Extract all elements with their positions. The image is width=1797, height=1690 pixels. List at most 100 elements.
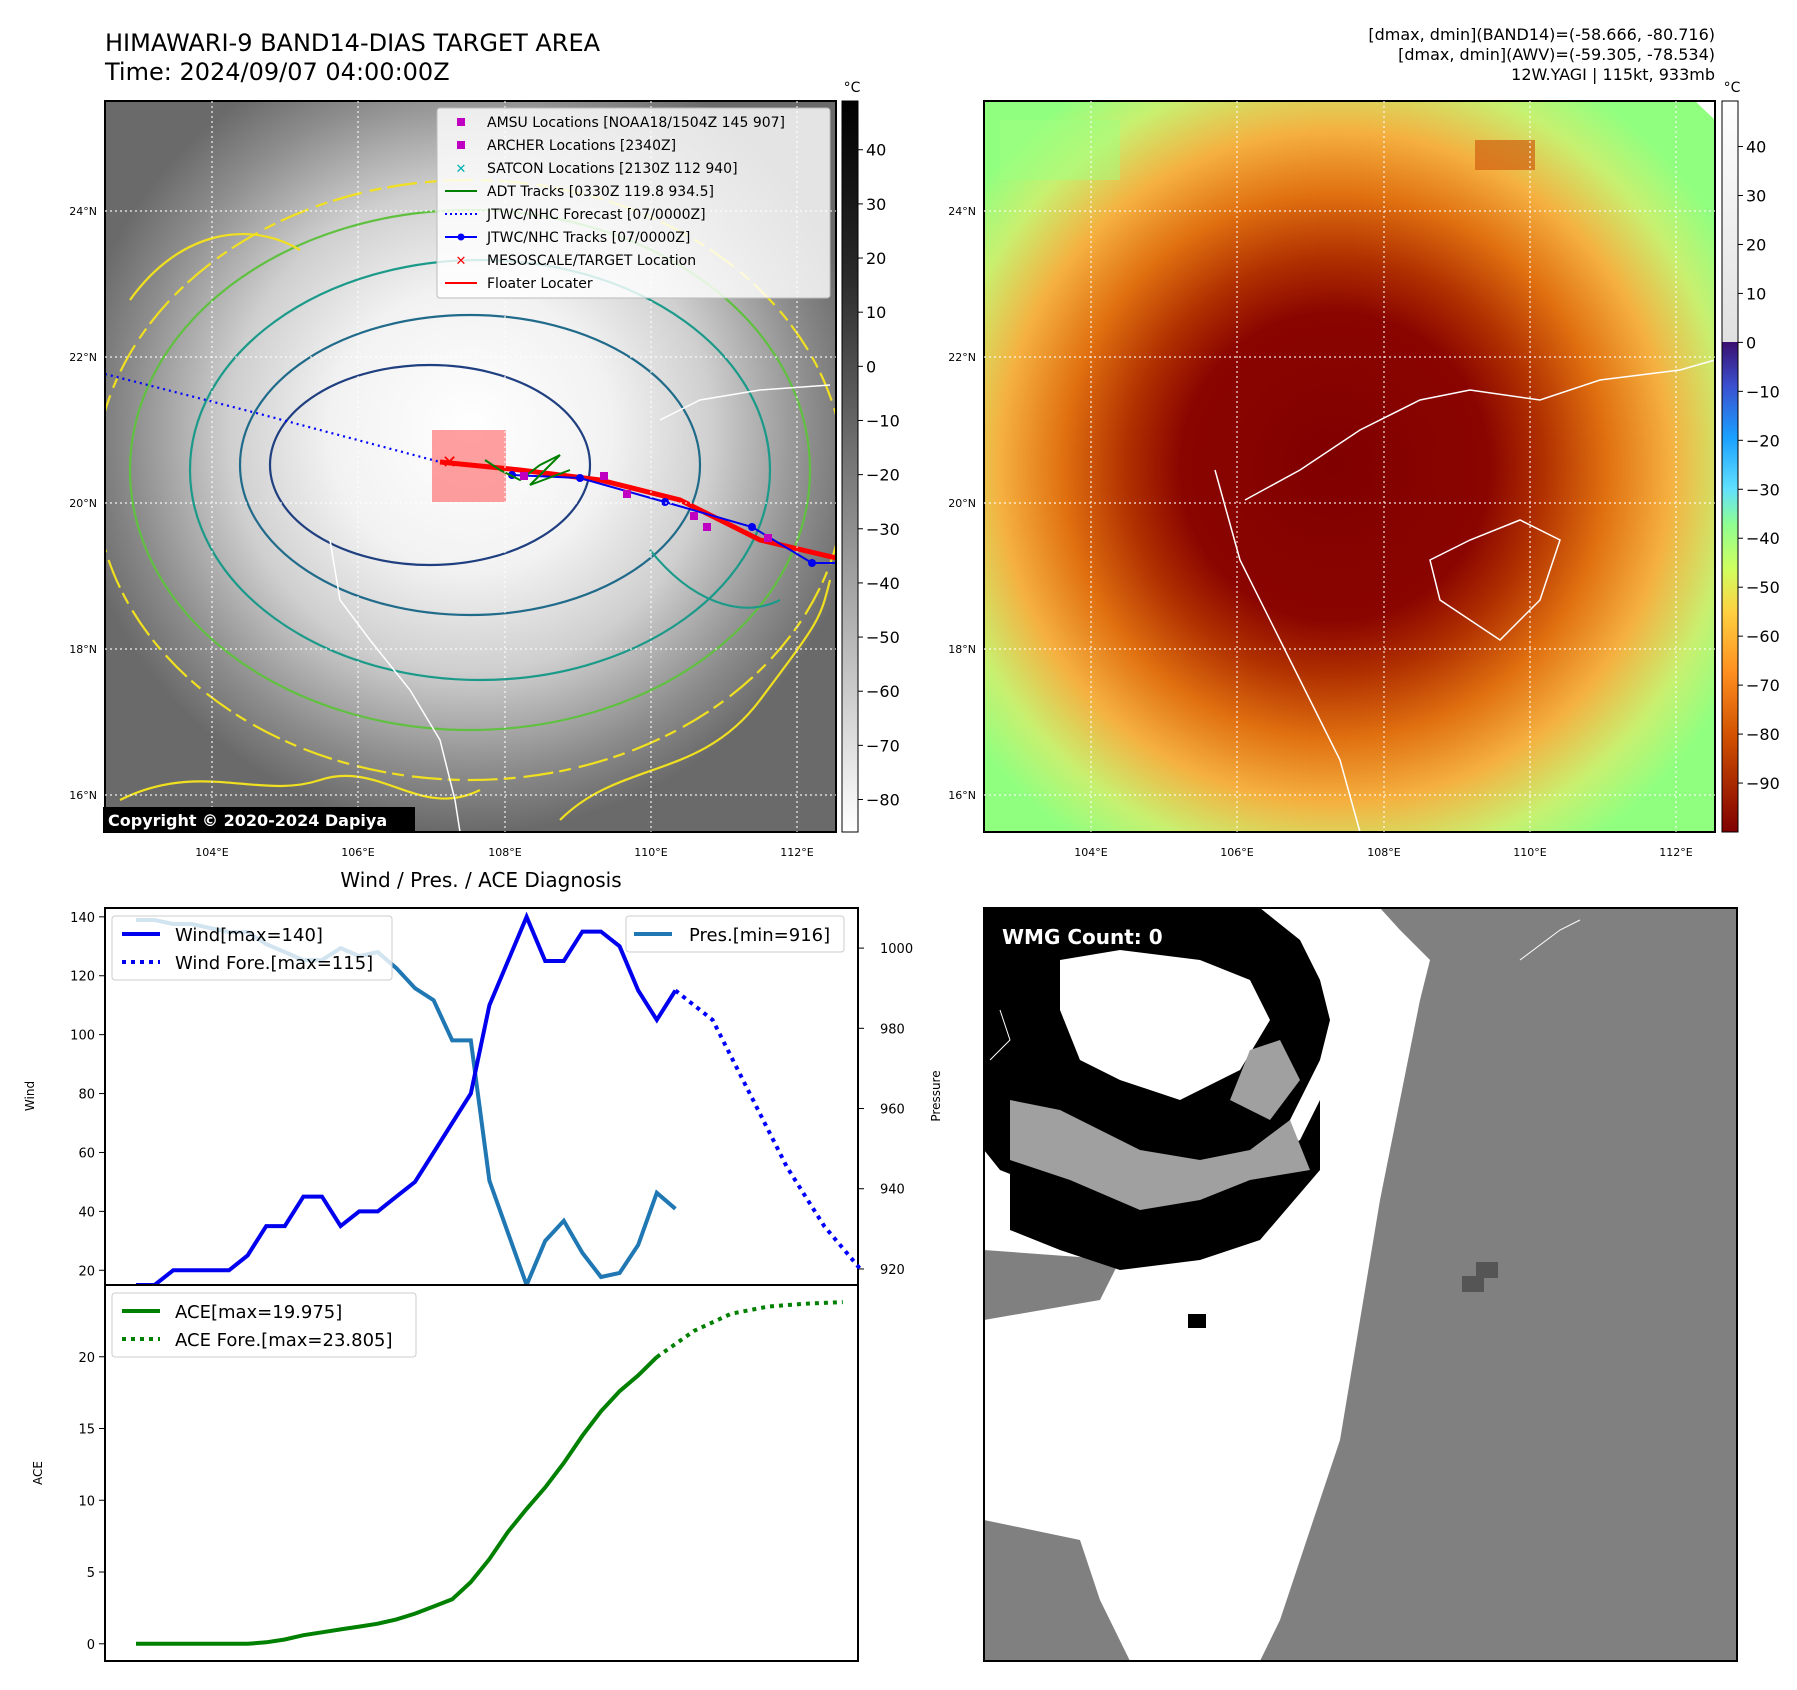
ace-forecast-line [655, 1300, 843, 1359]
awv-lon-ticks: 104°E 106°E 108°E 110°E 112°E [1074, 846, 1692, 859]
wmg-frame [983, 907, 1738, 1662]
awv-stats: [dmax, dmin](AWV)=(-59.305, -78.534) [1398, 45, 1715, 64]
ir-map-panel: ✕ 24°N 22°N 20°N 18°N 16°N 104°E 106°E 108°E 11… [69, 100, 837, 859]
colorbar-tick-label: 30 [1746, 186, 1766, 205]
colorbar-tick-label: −80 [866, 791, 900, 810]
wmg-light-region [1010, 1100, 1310, 1210]
ir-lon-ticks: 104°E 106°E 108°E 110°E 112°E [195, 846, 813, 859]
colorbar-tick-label: 40 [866, 141, 886, 160]
legend-label: AMSU Locations [NOAA18/1504Z 145 907] [487, 115, 785, 131]
lat-tick-label: 20°N [948, 497, 976, 510]
lon-tick-label: 104°E [195, 846, 228, 859]
legend-label: ADT Tracks [0330Z 119.8 934.5] [487, 184, 714, 200]
colorbar-tick-label: 10 [1746, 284, 1766, 303]
pressure-legend-label: Pres.[min=916] [689, 925, 830, 946]
ace-y-ticks: 0 5 10 15 20 [78, 1351, 105, 1653]
colorbar-tick-label: 0 [1746, 333, 1756, 352]
lat-tick-label: 20°N [69, 497, 97, 510]
colorbar-tick-label: 40 [1746, 138, 1766, 157]
wind-axis-label: Wind [23, 1081, 37, 1111]
pressure-legend: Pres.[min=916] [625, 915, 845, 953]
y-tick-label: 60 [78, 1146, 95, 1161]
ir-legend: AMSU Locations [NOAA18/1504Z 145 907] ARC… [436, 107, 831, 299]
copyright-text: Copyright © 2020-2024 Dapiya [108, 811, 387, 830]
lat-tick-label: 18°N [948, 643, 976, 656]
y-tick-label: 15 [78, 1423, 95, 1438]
wmg-count-label: WMG Count: 0 [1002, 925, 1163, 949]
pressure-axis-label: Pressure [929, 1070, 943, 1121]
colorbar-tick-label: −50 [866, 628, 900, 647]
ace-legend: ACE[max=19.975] ACE Fore.[max=23.805] [111, 1292, 417, 1358]
lon-tick-label: 110°E [634, 846, 667, 859]
colorbar-tick-label: −10 [866, 411, 900, 430]
lat-tick-label: 16°N [948, 789, 976, 802]
colorbar-tick-label: −50 [1746, 578, 1780, 597]
ace-axis-label: ACE [31, 1461, 45, 1485]
y-tick-label: 120 [70, 970, 95, 985]
colorbar-tick-label: −30 [866, 520, 900, 539]
lat-tick-label: 22°N [948, 351, 976, 364]
amsu-markers [520, 472, 772, 542]
colorbar-tick-label: −70 [866, 736, 900, 755]
y-tick-label: 0 [87, 1638, 95, 1653]
wind-legend: Wind[max=140] Wind Fore.[max=115] [111, 915, 393, 981]
lon-tick-label: 108°E [1367, 846, 1400, 859]
x-marker-icon: ✕ [456, 254, 467, 269]
diagnosis-title: Wind / Pres. / ACE Diagnosis [340, 868, 621, 892]
legend-label: ARCHER Locations [2340Z] [487, 138, 676, 154]
lon-tick-label: 112°E [780, 846, 813, 859]
y-tick-label: 20 [78, 1264, 95, 1279]
y2-tick-label: 920 [880, 1263, 905, 1278]
lat-tick-label: 16°N [69, 789, 97, 802]
y2-tick-label: 940 [880, 1183, 905, 1198]
colorbar-tick-label: −20 [1746, 431, 1780, 450]
lon-tick-label: 110°E [1513, 846, 1546, 859]
wind-pressure-chart: 20 40 60 80 100 120 140 920 940 960 980 1000 Wind … [23, 907, 943, 1291]
x-marker-icon: ✕ [456, 162, 467, 177]
colorbar-tick-label: −60 [1746, 627, 1780, 646]
wind-legend-label: Wind[max=140] [175, 925, 323, 946]
ir-lat-ticks: 24°N 22°N 20°N 18°N 16°N [69, 205, 97, 802]
wind-forecast-line [674, 988, 863, 1272]
colorbar-tick-label: −70 [1746, 676, 1780, 695]
storm-info: 12W.YAGI | 115kt, 933mb [1511, 65, 1715, 84]
colorbar-tick-label: 30 [866, 195, 886, 214]
ir-colorbar: °C 40 30 20 10 0 −10 −20 −30 −40 −50 −60 −70 −80 [841, 80, 900, 833]
adt-track [484, 454, 571, 486]
colorbar-tick-label: −10 [1746, 382, 1780, 401]
ace-series [136, 1300, 843, 1646]
line-dot-marker [457, 233, 465, 241]
ir-coastline [329, 539, 461, 832]
ace-line [136, 1355, 659, 1646]
colorbar-tick-label: −40 [1746, 529, 1780, 548]
y-tick-label: 140 [70, 911, 95, 926]
colorbar-tick-label: −40 [866, 574, 900, 593]
y-tick-label: 80 [78, 1088, 95, 1103]
floater-track [439, 459, 836, 561]
ace-legend-label: ACE[max=19.975] [175, 1302, 342, 1323]
lon-tick-label: 104°E [1074, 846, 1107, 859]
colorbar-tick-label: −20 [866, 466, 900, 485]
lon-tick-label: 108°E [488, 846, 521, 859]
colorbar-tick-label: −80 [1746, 725, 1780, 744]
awv-colorbar: °C 40 30 20 10 0 −10 −20 −30 −40 −50 −60 −70 −80 −90 [1721, 80, 1780, 833]
colorbar-tick-label: 0 [866, 357, 876, 376]
y-tick-label: 100 [70, 1029, 95, 1044]
awv-frame [983, 100, 1716, 833]
colorbar-tick-label: −30 [1746, 480, 1780, 499]
figure-time: Time: 2024/09/07 04:00:00Z [104, 58, 450, 86]
awv-gridlines [984, 101, 1715, 832]
lat-tick-label: 18°N [69, 643, 97, 656]
y2-tick-label: 960 [880, 1103, 905, 1118]
target-marker: ✕ [442, 452, 457, 473]
lat-tick-label: 24°N [948, 205, 976, 218]
wind-forecast-legend-label: Wind Fore.[max=115] [175, 953, 373, 974]
lat-tick-label: 22°N [69, 351, 97, 364]
awv-coastline [1214, 469, 1361, 832]
y2-tick-label: 980 [880, 1022, 905, 1037]
band14-stats: [dmax, dmin](BAND14)=(-58.666, -80.716) [1368, 25, 1715, 44]
y-tick-label: 40 [78, 1205, 95, 1220]
y-tick-label: 5 [87, 1566, 95, 1581]
legend-label: JTWC/NHC Tracks [07/0000Z] [486, 230, 690, 246]
colorbar-tick-label: −90 [1746, 774, 1780, 793]
